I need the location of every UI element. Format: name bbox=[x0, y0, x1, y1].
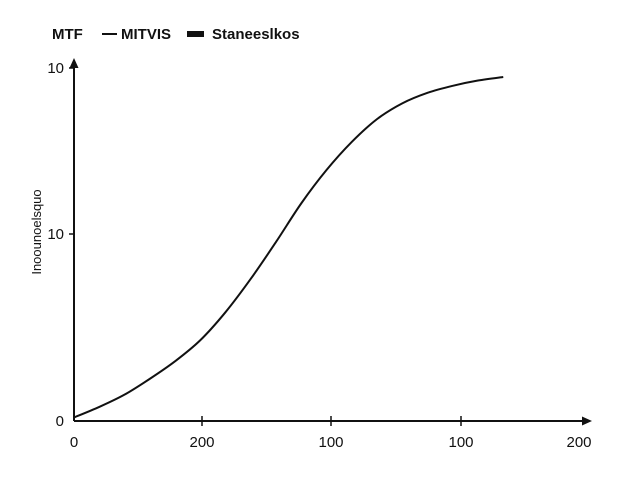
axes bbox=[69, 58, 592, 426]
x-axis-arrow bbox=[582, 416, 592, 426]
x-ticks: 0 200 100 100 200 bbox=[70, 416, 592, 451]
y-ticks: 0 10 10 bbox=[47, 60, 74, 430]
legend-bar-swatch bbox=[187, 31, 204, 37]
y-tick-label: 0 bbox=[56, 413, 64, 430]
y-axis-label: Inoounoelsquo bbox=[29, 189, 44, 274]
legend: MTF MITVIS Staneeslkos bbox=[52, 26, 300, 43]
x-tick-label: 200 bbox=[566, 434, 591, 451]
x-tick-label: 100 bbox=[318, 434, 343, 451]
legend-title: MTF bbox=[52, 26, 83, 43]
legend-entry-label: MITVIS bbox=[121, 26, 171, 43]
x-tick-label: 100 bbox=[448, 434, 473, 451]
legend-entry-label: Staneeslkos bbox=[212, 26, 300, 43]
y-tick-label: 10 bbox=[47, 60, 64, 77]
series-layer bbox=[73, 76, 504, 419]
x-tick-label: 0 bbox=[70, 434, 78, 451]
series-line bbox=[73, 76, 504, 419]
x-tick-label: 200 bbox=[189, 434, 214, 451]
y-axis-arrow bbox=[69, 58, 79, 68]
y-tick-label: 10 bbox=[47, 226, 64, 243]
